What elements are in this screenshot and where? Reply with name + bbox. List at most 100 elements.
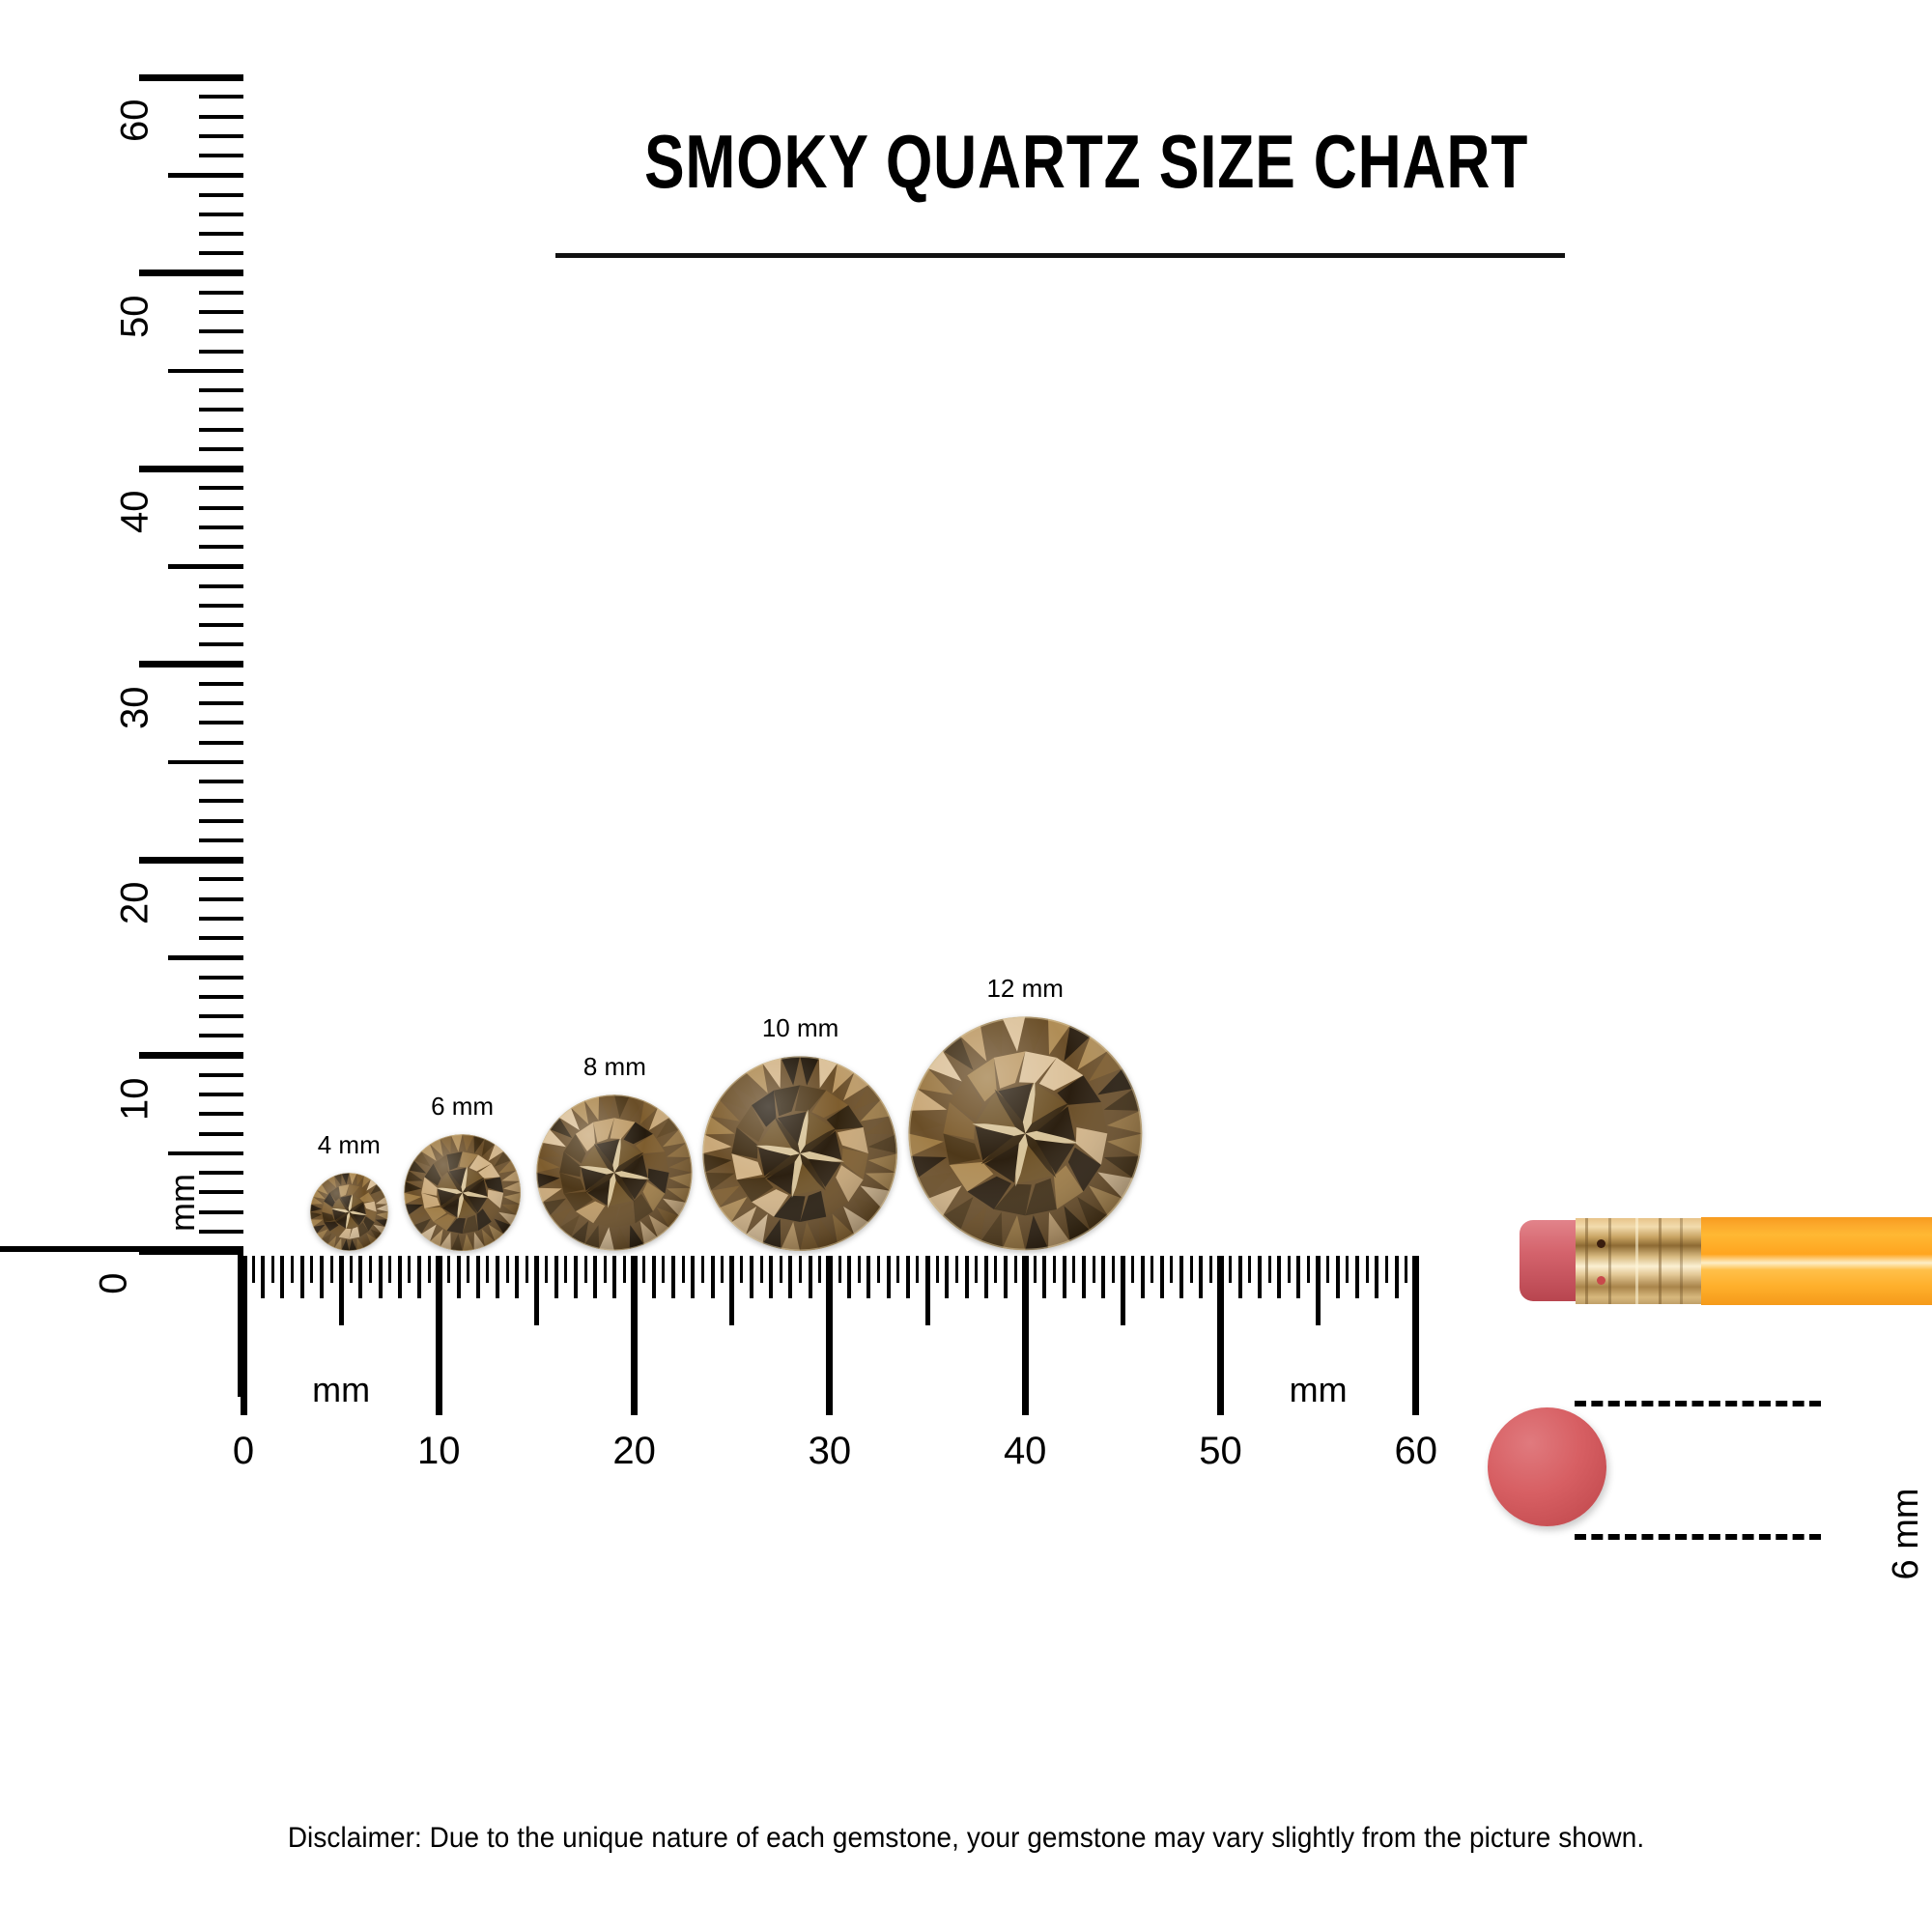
vruler-minor-tick [199,1034,243,1038]
hruler-half-tick [838,1256,841,1283]
hruler-half-tick [975,1256,979,1283]
gemstone-4mm [309,1173,388,1251]
hruler-mid-tick [338,1256,344,1325]
hruler-half-tick [368,1256,372,1283]
gemstone-8mm [536,1094,694,1251]
hruler-half-tick [603,1256,607,1283]
hruler-half-tick [1248,1256,1252,1283]
hruler-minor-tick [1159,1256,1164,1298]
vruler-label: 10 [113,1077,156,1121]
hruler-minor-tick [261,1256,266,1298]
vruler-mid-tick [168,564,243,569]
hruler-half-tick [329,1256,333,1283]
hruler-half-tick [1346,1256,1350,1283]
vruler-label: 0 [92,1272,135,1294]
hruler-half-tick [740,1256,744,1283]
hruler-half-tick [1307,1256,1311,1283]
gemstone-label-10mm: 10 mm [761,1012,839,1042]
vruler-minor-tick [199,975,243,980]
hruler-unit-label-left: mm [312,1370,371,1409]
vruler-major-tick [139,270,243,276]
vruler-major-tick [139,856,243,864]
hruler-half-tick [876,1256,880,1283]
vruler-minor-tick [199,192,243,197]
hruler-minor-tick [905,1256,910,1298]
hruler-label: 60 [1394,1430,1438,1472]
vruler-minor-tick [199,1229,243,1234]
hruler-half-tick [1072,1256,1076,1283]
gemstone-label-8mm: 8 mm [582,1052,646,1082]
hruler-minor-tick [593,1256,598,1298]
vruler-minor-tick [199,525,243,529]
hruler-half-tick [1208,1256,1212,1283]
hruler-minor-tick [671,1256,676,1298]
hruler-half-tick [857,1256,861,1283]
hruler-label: 20 [612,1430,656,1472]
hruler-half-tick [759,1256,763,1283]
eraser-size-callout-label: 6 mm [1886,1488,1926,1580]
pencil-reference [1520,1214,1932,1307]
hruler-minor-tick [495,1256,499,1298]
callout-dashed-line-bottom [1575,1534,1821,1540]
hruler-minor-tick [1237,1256,1242,1298]
hruler-minor-tick [319,1256,324,1298]
vruler-unit-label: mm [161,1173,202,1232]
hruler-major-tick [1217,1256,1224,1415]
vruler-minor-tick [199,349,243,354]
vruler-minor-tick [199,740,243,745]
hruler-minor-tick [1335,1256,1340,1298]
vruler-minor-tick [199,114,243,119]
vruler-minor-tick [199,1093,243,1096]
vruler-minor-tick [199,388,243,392]
hruler-half-tick [1092,1256,1095,1283]
pencil-body [1701,1217,1932,1305]
hruler-minor-tick [769,1256,774,1298]
vruler-mid-tick [168,759,243,764]
hruler-half-tick [681,1256,685,1283]
hruler-half-tick [916,1256,920,1283]
gemstone-label-12mm: 12 mm [986,974,1064,1004]
vruler-label: 20 [113,881,156,925]
hruler-mid-tick [924,1256,930,1325]
hruler-minor-tick [456,1256,461,1298]
vruler-minor-tick [199,1112,243,1117]
vruler-minor-tick [199,427,243,432]
hruler-mid-tick [533,1256,539,1325]
hruler-mid-tick [1120,1256,1125,1325]
hruler-label: 10 [417,1430,461,1472]
gemstone-label-4mm: 4 mm [317,1130,381,1160]
hruler-minor-tick [378,1256,383,1298]
hruler-minor-tick [1375,1256,1379,1298]
hruler-half-tick [896,1256,900,1283]
hruler-half-tick [1013,1256,1017,1283]
vruler-mid-tick [168,173,243,178]
hruler-half-tick [1151,1256,1154,1283]
hruler-minor-tick [1101,1256,1106,1298]
vruler-minor-tick [199,681,243,686]
vruler-minor-tick [199,799,243,804]
hruler-major-tick [1021,1256,1029,1415]
hruler-half-tick [642,1256,646,1283]
hruler-half-tick [446,1256,450,1283]
vruler-minor-tick [199,1190,243,1195]
hruler-minor-tick [867,1256,871,1298]
hruler-half-tick [467,1256,470,1283]
hruler-major-tick [240,1256,247,1415]
hruler-half-tick [251,1256,255,1283]
hruler-half-tick [799,1256,803,1283]
vruler-label: 30 [113,686,156,729]
hruler-minor-tick [358,1256,363,1298]
hruler-half-tick [954,1256,958,1283]
vruler-minor-tick [199,1014,243,1018]
vruler-mid-tick [168,368,243,373]
hruler-half-tick [1365,1256,1369,1283]
vruler-minor-tick [199,780,243,783]
vruler-minor-tick [199,994,243,999]
hruler-minor-tick [573,1256,578,1298]
hruler-half-tick [994,1256,998,1283]
hruler-half-tick [622,1256,626,1283]
hruler-minor-tick [1062,1256,1066,1298]
hruler-half-tick [662,1256,666,1283]
hruler-half-tick [1033,1256,1037,1283]
vruler-mid-tick [168,1151,243,1155]
